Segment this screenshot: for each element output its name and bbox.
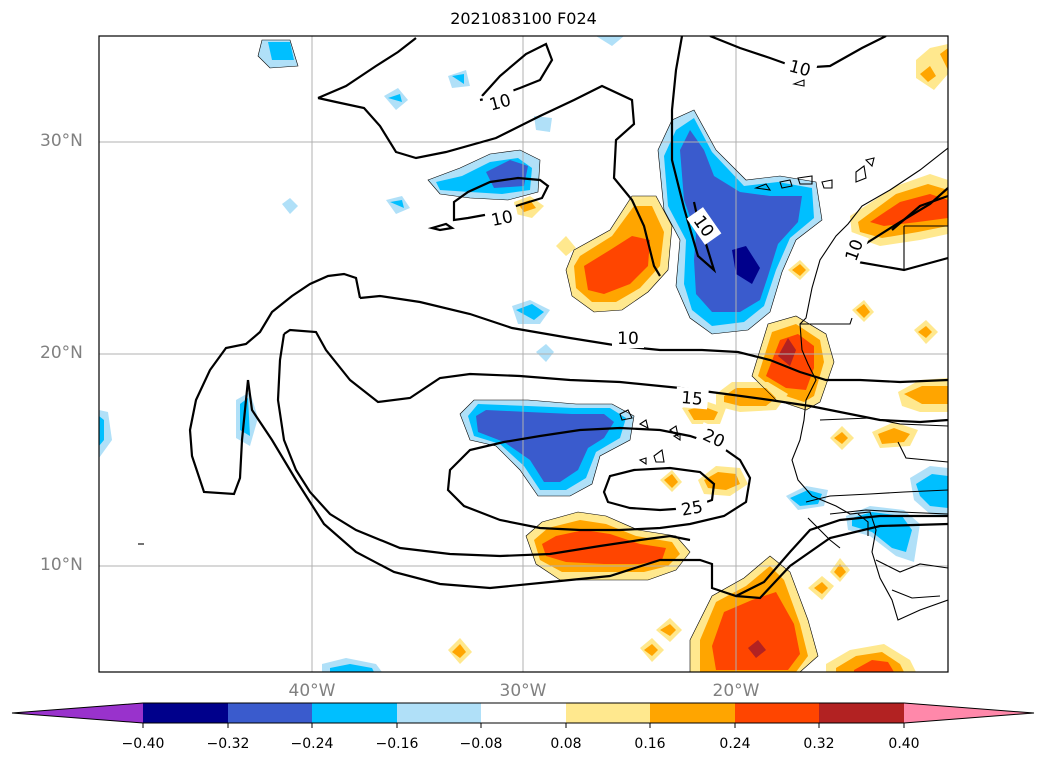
colorbar-tick-label: −0.16 [375,736,419,752]
contour-label: 10 [617,329,639,349]
lat-label-20n: 20°N [40,343,83,363]
colorbar-segment [904,703,1034,723]
colorbar-tick-label: 0.24 [719,736,751,752]
colorbar-tick-label: −0.08 [459,736,503,752]
colorbar-segment [566,703,650,723]
colorbar-segment [228,703,312,723]
lon-label-30w: 30°W [499,681,547,701]
colorbar-tick-label: −0.24 [290,736,334,752]
anomaly-outlines [257,39,835,672]
contour-label: 10 [490,207,515,231]
colorbar-tick-label: −0.40 [121,736,165,752]
colorbar-segment [397,703,481,723]
contour-label: 15 [680,388,703,410]
colorbar-segment [735,703,819,723]
map-title: 2021083100 F024 [450,9,597,28]
colorbar-segment [12,703,143,723]
colorbar-segment [819,703,904,723]
lat-label-30n: 30°N [40,131,83,151]
colorbar [11,702,1035,728]
lon-label-20w: 20°W [712,681,760,701]
colorbar-segment [481,703,566,723]
contour-label: 25 [680,497,705,520]
colorbar-tick-label: 0.32 [803,736,835,752]
colorbar-tick-label: 0.40 [888,736,920,752]
positive-anomaly-patches [448,44,948,672]
colorbar-tick-label: −0.32 [206,736,250,752]
colorbar-segment [312,703,397,723]
colorbar-segment [650,703,735,723]
map-gridlines [99,36,948,672]
map-content: 10 15 10 10 10 10 10 15 20 25 [99,36,948,672]
colorbar-tick-label: 0.16 [634,736,666,752]
lon-label-40w: 40°W [288,681,336,701]
colorbar-segment [143,703,228,723]
lat-label-10n: 10°N [40,555,83,575]
colorbar-tick-label: 0.08 [550,736,582,752]
map-frame [98,35,949,673]
